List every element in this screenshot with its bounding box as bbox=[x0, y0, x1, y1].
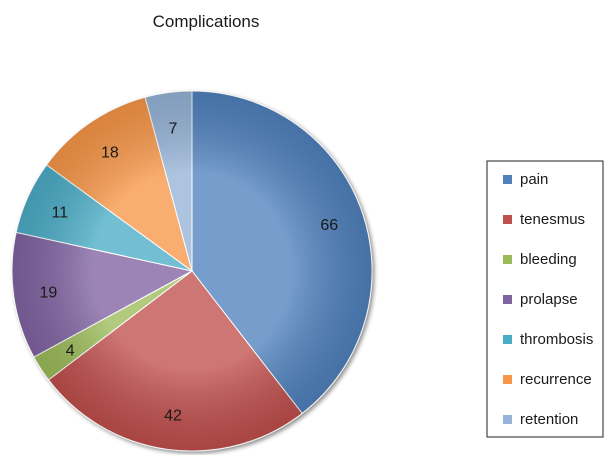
slice-label-pain: 66 bbox=[320, 217, 338, 234]
slice-label-retention: 7 bbox=[169, 120, 178, 137]
legend: pain tenesmus bleeding prolapse thrombosis re… bbox=[486, 160, 604, 438]
legend-label-tenesmus: tenesmus bbox=[520, 211, 585, 228]
slice-label-recurrence: 18 bbox=[101, 144, 119, 161]
legend-label-pain: pain bbox=[520, 171, 548, 188]
slice-label-tenesmus: 42 bbox=[164, 408, 182, 425]
slice-label-bleeding: 4 bbox=[66, 343, 75, 360]
legend-swatch-tenesmus bbox=[503, 215, 512, 224]
legend-label-prolapse: prolapse bbox=[520, 291, 578, 308]
slice-labels: 66 42 4 19 11 18 7 bbox=[40, 120, 339, 424]
pie-slices bbox=[11, 90, 373, 452]
legend-swatch-bleeding bbox=[503, 255, 512, 264]
legend-swatch-recurrence bbox=[503, 375, 512, 384]
legend-swatch-retention bbox=[503, 415, 512, 424]
slice-label-prolapse: 19 bbox=[40, 284, 58, 301]
legend-label-recurrence: recurrence bbox=[520, 371, 592, 388]
slice-label-thrombosis: 11 bbox=[51, 204, 68, 221]
legend-swatch-prolapse bbox=[503, 295, 512, 304]
legend-swatch-pain bbox=[503, 175, 512, 184]
chart-title: Complications bbox=[153, 12, 260, 31]
legend-label-retention: retention bbox=[520, 411, 578, 428]
legend-label-bleeding: bleeding bbox=[520, 251, 577, 268]
legend-label-thrombosis: thrombosis bbox=[520, 331, 593, 348]
legend-swatch-thrombosis bbox=[503, 335, 512, 344]
